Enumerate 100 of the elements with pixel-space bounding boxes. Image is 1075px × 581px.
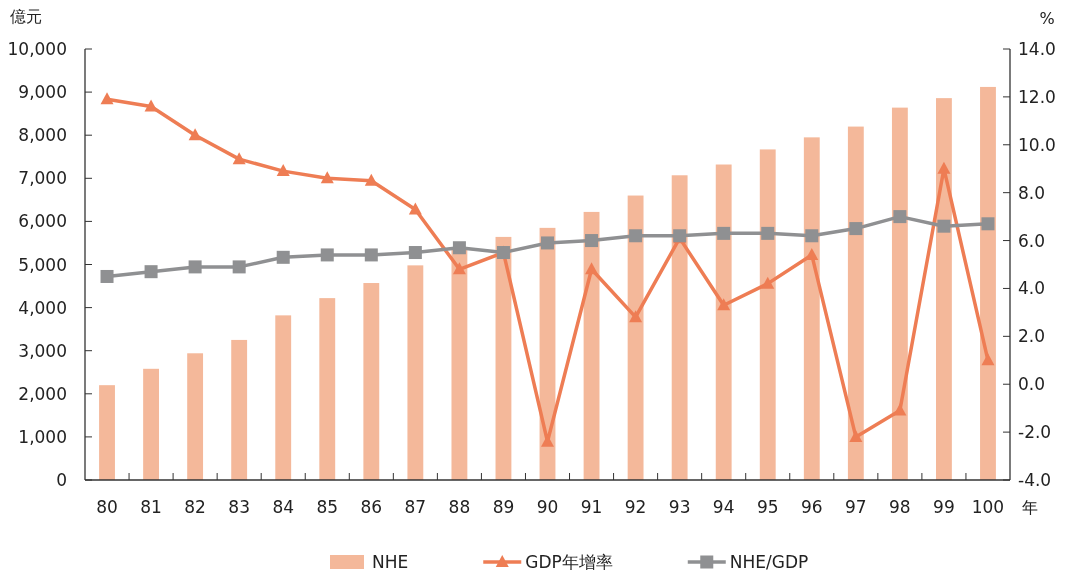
x-tick-label: 89: [492, 497, 515, 517]
point: [761, 276, 775, 289]
y2-tick-label: 4.0: [1018, 278, 1046, 299]
point: [276, 250, 290, 264]
point: [100, 269, 114, 283]
y-tick-label: 10,000: [7, 39, 67, 59]
x-tick-label: 99: [933, 497, 955, 517]
x-tick-label: 92: [624, 497, 647, 517]
bar: [671, 175, 688, 480]
x-tick-label: 80: [96, 497, 118, 517]
x-tick-label: 96: [800, 497, 823, 517]
point: [805, 229, 819, 243]
bar: [759, 149, 776, 480]
point: [452, 241, 466, 255]
point: [937, 219, 951, 233]
point: [849, 429, 863, 442]
point: [981, 353, 995, 366]
bar: [715, 164, 732, 480]
point: [717, 298, 731, 311]
x-tick-label: 91: [580, 497, 603, 517]
y2-tick-label: 14.0: [1018, 39, 1056, 59]
y2-tick-label: 0.0: [1018, 374, 1046, 395]
point: [629, 229, 643, 243]
x-tick-label: 94: [712, 497, 735, 517]
point: [364, 248, 378, 262]
point: [937, 161, 951, 174]
y-tick-label: 5,000: [18, 254, 67, 275]
y-tick-label: 8,000: [18, 125, 67, 146]
point: [893, 403, 907, 416]
bar: [275, 315, 292, 480]
y2-tick-label: 6.0: [1018, 230, 1046, 251]
point: [408, 202, 422, 215]
point: [276, 164, 290, 177]
bar: [363, 283, 380, 480]
y-tick-label: 3,000: [18, 340, 67, 361]
legend-label: NHE: [372, 552, 409, 572]
point: [364, 173, 378, 186]
point: [408, 246, 422, 260]
y-axis-title: 億元: [10, 7, 42, 26]
bar: [99, 385, 115, 480]
x-tick-label: 98: [889, 497, 911, 517]
y2-tick-label: -4.0: [1018, 470, 1052, 490]
point: [805, 247, 819, 260]
y-tick-label: 7,000: [18, 168, 67, 189]
point: [849, 222, 863, 236]
y2-tick-label: 10.0: [1018, 134, 1056, 155]
point: [232, 152, 246, 165]
point: [188, 128, 202, 141]
x-tick-label: 85: [316, 497, 339, 517]
x-tick-label: 81: [140, 497, 162, 517]
bar: [407, 265, 424, 480]
bar: [495, 236, 512, 480]
point: [320, 248, 334, 262]
x-tick-label: 100: [971, 497, 1005, 517]
x-tick-label: 84: [272, 497, 295, 517]
point: [981, 217, 995, 231]
bar: [451, 249, 468, 480]
legend-label: GDP年增率: [525, 552, 613, 572]
bar: [891, 107, 908, 480]
y-tick-label: 6,000: [18, 211, 67, 232]
x-tick-label: 86: [360, 497, 383, 517]
point: [761, 226, 775, 240]
x-tick-label: 90: [536, 497, 559, 517]
point: [188, 260, 202, 274]
y2-axis-title: %: [1039, 9, 1055, 28]
bar: [231, 339, 248, 480]
point: [320, 171, 334, 184]
y-tick-label: 4,000: [18, 297, 67, 318]
x-tick-label: 83: [228, 497, 250, 517]
bar: [583, 211, 600, 480]
bar: [627, 195, 644, 480]
point: [585, 234, 599, 248]
point: [585, 262, 599, 275]
y-tick-label: 9,000: [18, 82, 67, 103]
x-axis-title: 年: [1022, 498, 1038, 517]
bar: [187, 353, 204, 480]
y2-tick-label: 12.0: [1018, 86, 1056, 107]
legend-label: NHE/GDP: [729, 552, 809, 572]
bar: [847, 126, 864, 480]
y2-tick-label: 8.0: [1018, 182, 1046, 203]
x-tick-label: 97: [845, 497, 867, 517]
bar: [936, 98, 952, 480]
point: [452, 262, 466, 275]
x-tick-label: 95: [756, 497, 779, 517]
x-tick-label: 88: [448, 497, 471, 517]
point: [893, 210, 907, 224]
y2-tick-label: -2.0: [1018, 422, 1052, 443]
x-tick-label: 93: [668, 497, 691, 517]
bar: [143, 368, 159, 480]
bar: [980, 86, 996, 480]
x-tick-label: 87: [404, 497, 427, 517]
point: [144, 99, 158, 112]
point: [541, 236, 554, 250]
point: [232, 260, 246, 274]
point: [717, 226, 731, 240]
point: [629, 310, 643, 323]
y-tick-label: 0: [56, 470, 67, 490]
point: [100, 92, 114, 105]
bar: [803, 137, 820, 480]
bar: [319, 298, 336, 480]
